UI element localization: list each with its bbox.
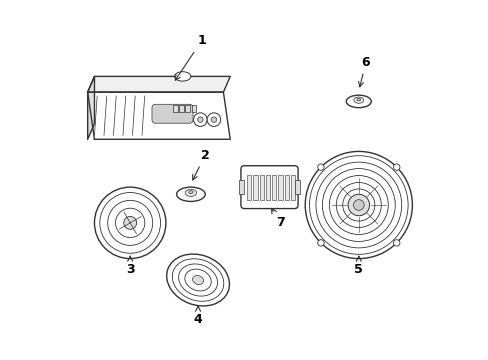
Circle shape [211,117,216,122]
Text: 7: 7 [271,208,284,229]
Text: 4: 4 [193,306,202,326]
Bar [294,180,299,194]
Circle shape [197,117,203,122]
Circle shape [305,152,411,258]
Circle shape [207,113,220,126]
Bar [239,180,244,194]
Ellipse shape [185,189,196,197]
Text: 5: 5 [354,256,363,276]
Circle shape [123,216,136,229]
Bar [265,175,269,200]
Ellipse shape [188,191,193,194]
Ellipse shape [346,95,370,108]
Bar [271,175,276,200]
Polygon shape [87,76,230,92]
Circle shape [393,240,399,246]
Text: 6: 6 [358,56,369,87]
Text: 1: 1 [175,34,205,80]
Ellipse shape [174,72,190,81]
Circle shape [317,240,324,246]
Circle shape [347,194,369,216]
FancyBboxPatch shape [152,104,193,123]
Bar [253,175,257,200]
Bar [290,175,295,200]
Circle shape [94,187,165,258]
Bar [246,175,251,200]
Bar [185,105,190,112]
Text: 2: 2 [192,149,209,180]
FancyBboxPatch shape [241,166,298,208]
Ellipse shape [166,254,229,306]
Bar [191,105,196,112]
Bar [179,105,183,112]
Ellipse shape [356,98,360,101]
Ellipse shape [176,187,205,202]
Polygon shape [87,76,94,139]
Ellipse shape [353,97,363,103]
Bar [173,105,178,112]
Circle shape [353,200,364,210]
Polygon shape [87,92,230,139]
Circle shape [393,164,399,170]
Bar [259,175,264,200]
Circle shape [317,164,324,170]
Circle shape [193,113,207,126]
Bar [284,175,288,200]
Ellipse shape [192,275,203,284]
Bar [278,175,282,200]
Text: 3: 3 [125,256,134,276]
